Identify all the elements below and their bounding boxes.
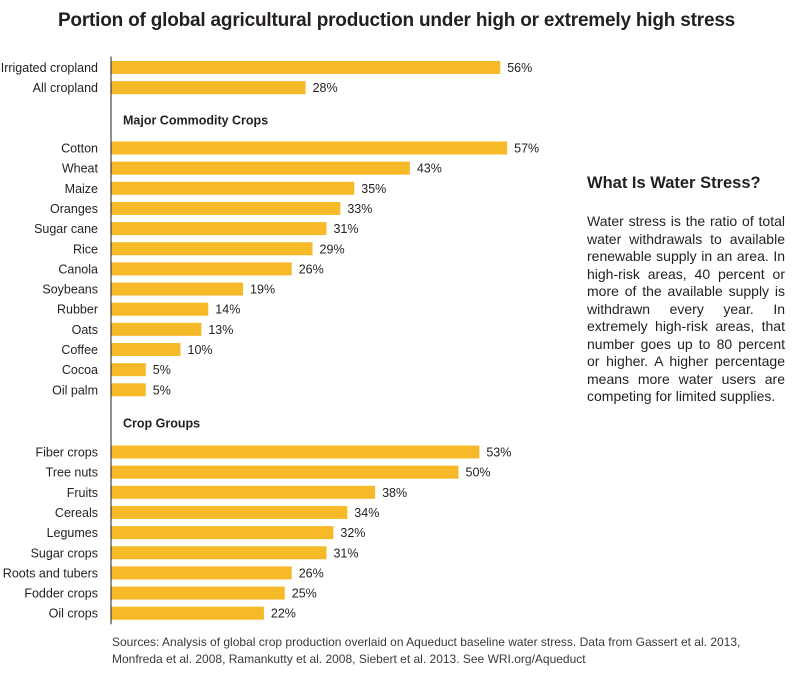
value-label: 22% bbox=[271, 607, 296, 621]
bar bbox=[111, 181, 355, 195]
value-label: 28% bbox=[313, 81, 338, 95]
value-label: 13% bbox=[208, 323, 233, 337]
category-label: Rice bbox=[73, 242, 98, 256]
category-label: Fodder crops bbox=[24, 587, 98, 601]
category-label: Maize bbox=[65, 182, 98, 196]
bar bbox=[111, 141, 508, 155]
category-label: Wheat bbox=[62, 162, 99, 176]
category-label: Oranges bbox=[50, 202, 98, 216]
value-label: 43% bbox=[417, 162, 442, 176]
group-heading: Major Commodity Crops bbox=[123, 114, 268, 128]
source-note: Sources: Analysis of global crop product… bbox=[112, 635, 741, 666]
category-label: Sugar cane bbox=[34, 222, 98, 236]
bar bbox=[111, 302, 209, 316]
value-label: 5% bbox=[153, 363, 171, 377]
value-label: 57% bbox=[514, 142, 539, 156]
category-label: Cocoa bbox=[62, 363, 98, 377]
category-label: Roots and tubers bbox=[3, 566, 98, 580]
value-label: 50% bbox=[466, 466, 491, 480]
bar bbox=[111, 282, 244, 296]
category-label: Canola bbox=[58, 262, 98, 276]
value-label: 38% bbox=[382, 486, 407, 500]
bar bbox=[111, 465, 459, 479]
water-stress-sidebar: What Is Water Stress? Water stress is th… bbox=[587, 174, 785, 406]
category-label: Cereals bbox=[55, 506, 98, 520]
bar bbox=[111, 606, 264, 620]
value-label: 34% bbox=[354, 506, 379, 520]
value-label: 53% bbox=[486, 446, 511, 460]
category-label: Rubber bbox=[57, 303, 98, 317]
bar bbox=[111, 566, 292, 580]
bar bbox=[111, 81, 306, 95]
chart-title: Portion of global agricultural productio… bbox=[57, 10, 736, 31]
bar bbox=[111, 363, 146, 377]
category-label: Oats bbox=[72, 323, 98, 337]
category-label: Cotton bbox=[61, 142, 98, 156]
category-label: Tree nuts bbox=[46, 466, 98, 480]
value-label: 25% bbox=[292, 587, 317, 601]
value-label: 14% bbox=[215, 303, 240, 317]
value-label: 33% bbox=[347, 202, 372, 216]
bar bbox=[111, 485, 376, 499]
bar bbox=[111, 343, 181, 356]
value-label: 32% bbox=[340, 526, 365, 540]
bar bbox=[111, 586, 285, 600]
value-label: 26% bbox=[299, 566, 324, 580]
sidebar-heading: What Is Water Stress? bbox=[587, 174, 761, 192]
category-label: Soybeans bbox=[42, 283, 98, 297]
value-label: 31% bbox=[333, 222, 358, 236]
category-label: Fiber crops bbox=[35, 446, 98, 460]
bar bbox=[111, 383, 146, 397]
bar bbox=[111, 322, 202, 336]
category-label: Coffee bbox=[61, 343, 98, 357]
group-heading: Crop Groups bbox=[123, 417, 200, 431]
bar bbox=[111, 445, 480, 459]
bar bbox=[111, 262, 292, 276]
category-label: Legumes bbox=[47, 526, 98, 540]
category-label: Irrigated cropland bbox=[1, 61, 98, 75]
bar bbox=[111, 161, 410, 175]
bar bbox=[111, 242, 313, 256]
bar bbox=[111, 201, 341, 215]
value-label: 29% bbox=[320, 242, 345, 256]
value-label: 5% bbox=[153, 383, 171, 397]
bar bbox=[111, 526, 334, 540]
value-label: 56% bbox=[507, 61, 532, 75]
category-label: Sugar crops bbox=[31, 546, 98, 560]
sidebar-body: Water stress is the ratio of total water… bbox=[587, 213, 785, 404]
value-label: 26% bbox=[299, 262, 324, 276]
bar bbox=[111, 222, 327, 236]
value-label: 19% bbox=[250, 283, 275, 297]
value-label: 10% bbox=[188, 343, 213, 357]
category-label: Fruits bbox=[67, 486, 98, 500]
bar bbox=[111, 505, 348, 519]
bar bbox=[111, 61, 501, 74]
bar bbox=[111, 546, 327, 560]
value-label: 35% bbox=[361, 182, 386, 196]
value-label: 31% bbox=[333, 546, 358, 560]
category-label: Oil palm bbox=[52, 383, 98, 397]
category-label: All cropland bbox=[33, 81, 98, 95]
category-label: Oil crops bbox=[49, 607, 98, 621]
